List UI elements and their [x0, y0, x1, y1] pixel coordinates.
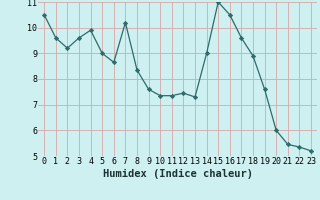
X-axis label: Humidex (Indice chaleur): Humidex (Indice chaleur): [103, 169, 252, 179]
